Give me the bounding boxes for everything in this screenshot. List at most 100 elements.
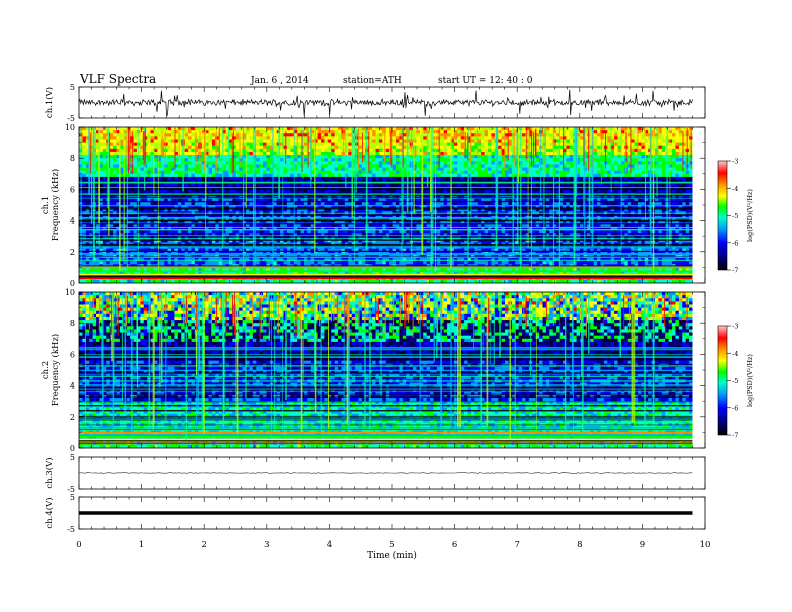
spectrogram-cell (399, 161, 404, 165)
spectrogram-cell (171, 142, 175, 147)
spectrogram-cell (474, 155, 479, 159)
spectrogram-cell (491, 148, 496, 153)
spectrogram-cell (576, 183, 581, 187)
spectrogram-cell (474, 173, 479, 178)
spectrogram-cell (392, 189, 397, 193)
spectrogram-cell (556, 198, 560, 203)
spectrogram-cell (273, 183, 278, 187)
spectrogram-cell (542, 205, 547, 209)
spectrogram-cell (600, 130, 605, 134)
spectrogram-cell (150, 173, 155, 178)
spectrogram-cell (661, 127, 666, 131)
spectrogram-cell (201, 164, 206, 168)
spectrogram-cell (576, 155, 581, 159)
spectrogram-cell (661, 176, 666, 181)
spectrogram-cell (194, 161, 199, 165)
spectrogram-cell (239, 198, 243, 203)
spectrogram-cell (348, 173, 353, 178)
spectrogram-cell (413, 139, 417, 143)
spectrogram-cell (477, 130, 482, 134)
spectrogram-cell (167, 201, 172, 206)
spectrogram-cell (307, 148, 312, 153)
spectrogram-cell (239, 201, 243, 206)
spectrogram-cell (600, 205, 605, 209)
spectrogram-cell (143, 208, 148, 212)
spectrogram-cell (215, 183, 220, 187)
spectrogram-cell (627, 136, 632, 140)
spectrogram-cell (126, 173, 131, 178)
spectrogram-cell (317, 161, 322, 165)
spectrogram-cell (102, 208, 107, 212)
spectrogram-cell (413, 148, 417, 153)
spectrogram-cell (634, 158, 639, 162)
spectrogram-cell (505, 130, 509, 134)
spectrogram-cell (123, 155, 128, 159)
spectrogram-cell (355, 127, 359, 131)
spectrogram-cell (481, 158, 485, 162)
spectrogram-cell (481, 183, 485, 187)
spectrogram-cell (293, 127, 298, 131)
spectrogram-cell (256, 176, 261, 181)
spectrogram-cell (327, 127, 332, 131)
spectrogram-cell (164, 133, 169, 137)
spectrogram-cell (675, 155, 680, 159)
spectrogram-cell (532, 148, 537, 153)
spectrogram-cell (385, 130, 390, 134)
spectrogram-cell (160, 183, 165, 187)
spectrogram-cell (266, 164, 271, 168)
spectrogram-cell (457, 148, 462, 153)
spectrogram-cell (559, 205, 564, 209)
spectrogram-cell (126, 201, 131, 206)
spectrogram-cell (215, 130, 220, 134)
spectrogram-cell (450, 127, 455, 131)
spectrogram-cell (508, 164, 513, 168)
spectrogram-cell (689, 198, 693, 203)
spectrogram-cell (297, 198, 301, 203)
spectrogram-cell (280, 130, 284, 134)
spectrogram-cell (171, 183, 175, 187)
spectrogram-cell (617, 142, 622, 147)
spectrogram-cell (562, 142, 567, 147)
spectrogram-cell (290, 176, 295, 181)
spectrogram-cell (136, 176, 141, 181)
spectrogram-cell (552, 189, 557, 193)
spectrogram-cell (682, 189, 687, 193)
spectrogram-cell (474, 133, 479, 137)
spectrogram-cell (314, 151, 318, 156)
spectrogram-cell (597, 155, 601, 159)
spectrogram-cell (320, 148, 325, 153)
spectrogram-cell (423, 189, 428, 193)
spectrogram-cell (290, 155, 295, 159)
spectrogram-cell (580, 167, 584, 172)
spectrogram-cell (331, 164, 336, 168)
spectrogram-cell (263, 198, 267, 203)
spectrogram-cell (484, 164, 489, 168)
spectrogram-cell (293, 155, 298, 159)
spectrogram-cell (150, 164, 155, 168)
spectrogram-cell (580, 155, 584, 159)
spectrogram-cell (641, 205, 646, 209)
spectrogram-cell (157, 176, 162, 181)
spectrogram-cell (228, 173, 233, 178)
spectrogram-cell (385, 145, 390, 150)
spectrogram-cell (378, 151, 383, 156)
spectrogram-cell (624, 130, 629, 134)
spectrogram-cell (167, 161, 172, 165)
spectrogram-cell (505, 127, 509, 131)
spectrogram-cell (498, 151, 503, 156)
spectrogram-cell (562, 164, 567, 168)
spectrogram-cell (641, 142, 646, 147)
spectrogram-cell (317, 145, 322, 150)
spectrogram-cell (600, 158, 605, 162)
spectrogram-cell (528, 148, 533, 153)
spectrogram-cell (620, 201, 625, 206)
spectrogram-cell (269, 170, 274, 175)
spectrogram-cell (225, 183, 230, 187)
spectrogram-cell (389, 136, 393, 140)
spectrogram-cell (228, 161, 233, 165)
spectrogram-cell (147, 136, 151, 140)
spectrogram-cell (470, 208, 475, 212)
spectrogram-cell (99, 151, 104, 156)
spectrogram-cell (505, 142, 509, 147)
spectrogram-cell (498, 205, 503, 209)
